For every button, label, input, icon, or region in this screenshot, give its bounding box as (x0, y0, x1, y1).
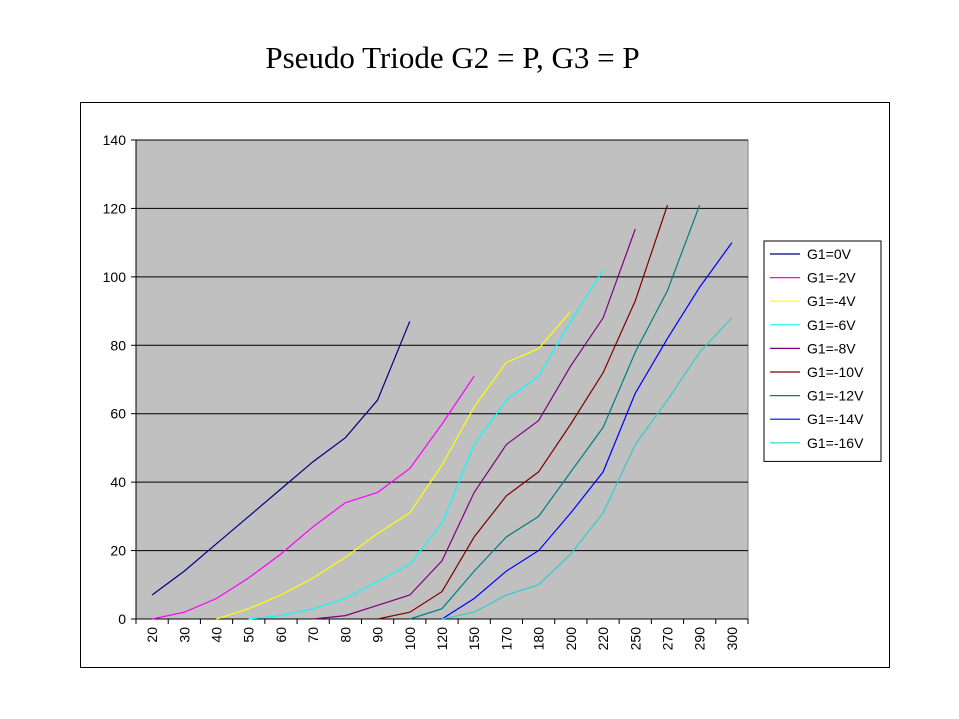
y-tick-label: 140 (103, 132, 127, 148)
x-tick-label: 270 (659, 627, 675, 651)
x-tick-label: 150 (466, 627, 482, 651)
x-tick-label: 30 (176, 627, 192, 643)
x-tick-label: 90 (370, 627, 386, 643)
x-tick-label: 50 (241, 627, 257, 643)
y-tick-label: 100 (103, 269, 127, 285)
legend-label: G1=-12V (807, 388, 864, 404)
legend-label: G1=0V (807, 246, 852, 262)
x-tick-label: 100 (402, 627, 418, 651)
y-tick-label: 40 (110, 474, 126, 490)
x-tick-label: 120 (434, 627, 450, 651)
x-tick-label: 80 (337, 627, 353, 643)
x-tick-label: 290 (692, 627, 708, 651)
chart-title: Pseudo Triode G2 = P, G3 = P (265, 40, 640, 75)
series-line (441, 242, 733, 620)
x-tick-label: 180 (531, 627, 547, 651)
x-tick-label: 20 (144, 627, 160, 643)
legend-label: G1=-8V (807, 340, 856, 356)
x-tick-label: 40 (209, 627, 225, 643)
legend-label: G1=-16V (807, 435, 864, 451)
series-line (151, 375, 475, 620)
y-tick-label: 80 (110, 337, 126, 353)
x-tick-label: 70 (305, 627, 321, 643)
legend-label: G1=-14V (807, 411, 864, 427)
x-tick-label: 300 (724, 627, 740, 651)
x-tick-label: 220 (595, 627, 611, 651)
series-line (216, 310, 572, 620)
legend-label: G1=-10V (807, 364, 864, 380)
series-line (313, 228, 636, 620)
legend-label: G1=-2V (807, 270, 856, 286)
y-tick-label: 120 (103, 200, 127, 216)
series-line (377, 204, 669, 620)
series-line (409, 204, 701, 620)
plot-background (135, 139, 749, 620)
series-line (151, 321, 411, 596)
x-tick-label: 250 (627, 627, 643, 651)
series-line (441, 317, 733, 620)
x-tick-label: 170 (498, 627, 514, 651)
series-line (248, 269, 604, 620)
y-tick-label: 20 (110, 543, 126, 559)
legend-label: G1=-4V (807, 293, 856, 309)
x-tick-label: 200 (563, 627, 579, 651)
x-tick-label: 60 (273, 627, 289, 643)
y-tick-label: 0 (118, 611, 126, 627)
legend-label: G1=-6V (807, 317, 856, 333)
y-tick-label: 60 (110, 406, 126, 422)
